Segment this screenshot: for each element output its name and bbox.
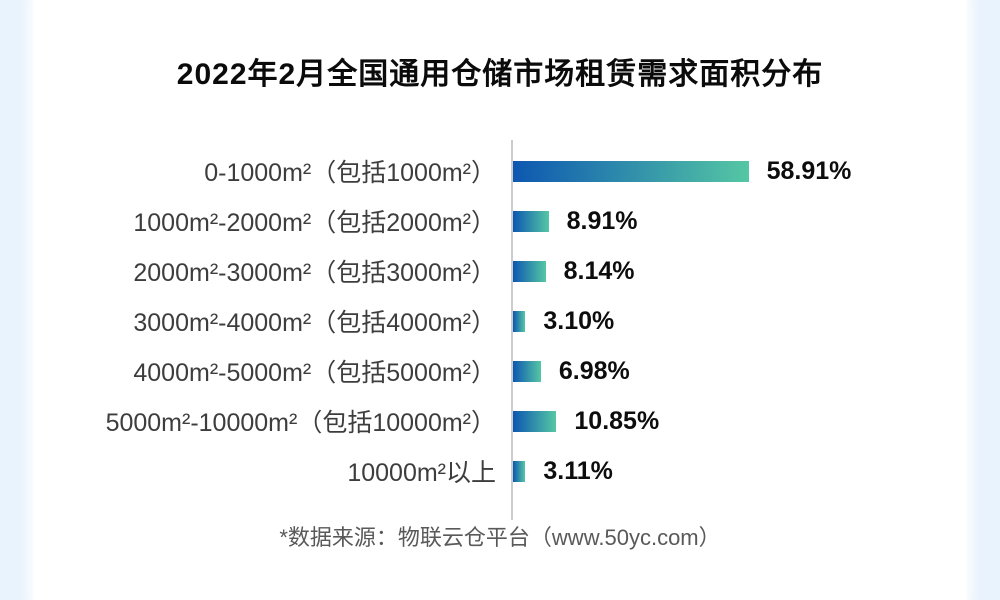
data-source-note: *数据来源：物联云仓平台（www.50yc.com） — [279, 525, 721, 550]
category-label: 5000m²-10000m²（包括10000m²） — [105, 409, 496, 437]
category-label: 4000m²-5000m²（包括5000m²） — [133, 359, 496, 387]
chart-row: 0-1000m²（包括1000m²） 58.91% — [34, 146, 966, 196]
value-label: 8.91% — [566, 206, 638, 235]
category-label: 2000m²-3000m²（包括3000m²） — [133, 259, 496, 287]
value-label: 58.91% — [766, 156, 852, 185]
chart-row: 5000m²-10000m²（包括10000m²） 10.85% — [34, 396, 966, 446]
value-label: 8.14% — [563, 256, 635, 285]
value-label: 10.85% — [574, 406, 660, 435]
bar — [513, 410, 557, 432]
bar-chart: 0-1000m²（包括1000m²） 58.91% 1000m²-2000m²（… — [34, 140, 966, 520]
category-label: 0-1000m²（包括1000m²） — [204, 159, 496, 187]
chart-row: 1000m²-2000m²（包括2000m²） 8.91% — [34, 196, 966, 246]
chart-row: 4000m²-5000m²（包括5000m²） 6.98% — [34, 346, 966, 396]
chart-row: 3000m²-4000m²（包括4000m²） 3.10% — [34, 296, 966, 346]
chart-title: 2022年2月全国通用仓储市场租赁需求面积分布 — [176, 58, 824, 91]
bar — [513, 160, 749, 182]
bar — [513, 260, 546, 282]
bar — [513, 310, 526, 332]
chart-row: 2000m²-3000m²（包括3000m²） 8.14% — [34, 246, 966, 296]
chart-card: 2022年2月全国通用仓储市场租赁需求面积分布 0-1000m²（包括1000m… — [34, 0, 966, 600]
bar — [513, 460, 526, 482]
bar — [513, 360, 541, 382]
category-label: 1000m²-2000m²（包括2000m²） — [133, 209, 496, 237]
value-label: 6.98% — [558, 356, 630, 385]
axis-line — [511, 140, 513, 520]
chart-row: 10000m²以上 3.11% — [34, 446, 966, 496]
category-label: 3000m²-4000m²（包括4000m²） — [133, 309, 496, 337]
value-label: 3.10% — [543, 306, 615, 335]
category-label: 10000m²以上 — [347, 459, 496, 487]
value-label: 3.11% — [543, 456, 613, 485]
bar — [513, 210, 549, 232]
